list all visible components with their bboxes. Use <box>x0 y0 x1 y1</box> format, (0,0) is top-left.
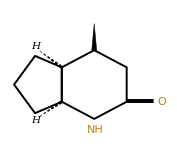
Text: NH: NH <box>87 125 104 135</box>
Text: O: O <box>158 97 166 107</box>
Text: H: H <box>31 116 40 125</box>
Polygon shape <box>92 23 97 50</box>
Text: H: H <box>31 42 40 51</box>
